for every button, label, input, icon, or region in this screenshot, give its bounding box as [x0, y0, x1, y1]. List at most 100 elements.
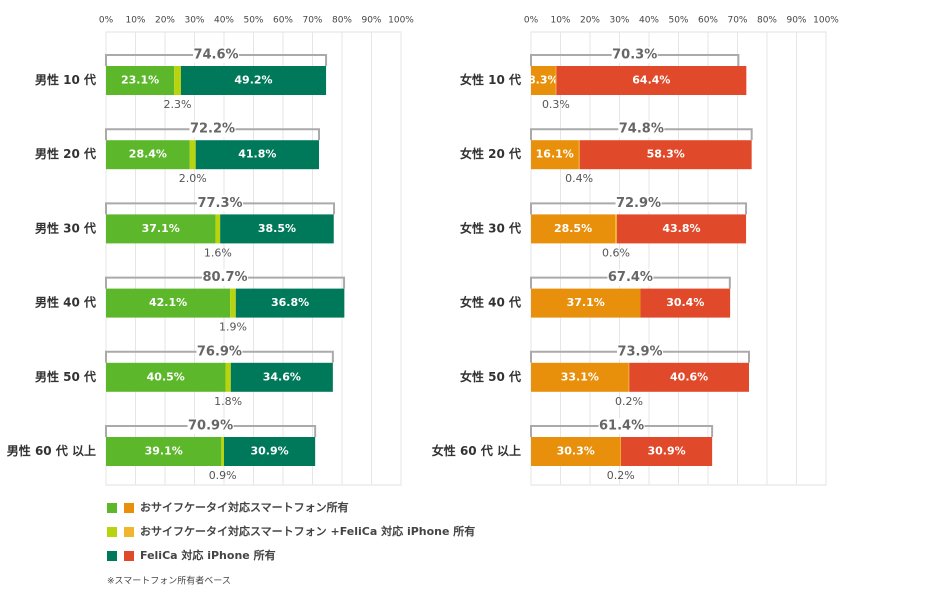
- legend-label: おサイフケータイ対応スマートフォン所有: [140, 500, 349, 514]
- x-tick-label: 100%: [813, 16, 839, 26]
- segment-label: 23.1%: [121, 74, 159, 87]
- category-label: 男性 40 代: [35, 295, 96, 310]
- total-label-bg: [617, 343, 664, 360]
- segment-label: 16.1%: [536, 148, 574, 161]
- x-tick-label: 90%: [361, 16, 381, 26]
- legend-swatch: [107, 527, 117, 537]
- category-label: 女性 60 代 以上: [432, 443, 521, 458]
- segment-label: 0.3%: [542, 98, 570, 111]
- bar-segment: [106, 214, 216, 244]
- segment-label: 33.1%: [561, 370, 599, 383]
- bar-segment: [220, 214, 334, 244]
- bar-segment: [106, 288, 231, 318]
- legend-swatch: [107, 551, 117, 561]
- segment-label: 1.9%: [219, 321, 247, 334]
- bar-segment: [106, 140, 190, 170]
- bar-segment: [629, 362, 750, 392]
- segment-label: 40.6%: [670, 370, 708, 383]
- bar-segment: [615, 214, 617, 244]
- segment-label: 37.1%: [142, 222, 180, 235]
- x-tick-label: 50%: [668, 16, 688, 26]
- segment-label: 39.1%: [145, 445, 183, 458]
- x-tick-label: 30%: [609, 16, 629, 26]
- bar-segment: [180, 66, 327, 95]
- segment-label: 40.5%: [147, 370, 185, 383]
- segment-label: 1.6%: [204, 246, 232, 259]
- x-tick-label: 20%: [580, 16, 600, 26]
- segment-label: 8.3%: [528, 74, 559, 87]
- segment-label: 30.4%: [666, 296, 704, 309]
- bar-segment: [174, 66, 181, 95]
- x-tick-label: 70%: [727, 16, 747, 26]
- segment-label: 36.8%: [271, 296, 309, 309]
- bar-segment: [531, 437, 621, 466]
- bar-segment: [230, 362, 333, 392]
- total-label: 72.2%: [190, 122, 235, 137]
- total-label-bg: [193, 47, 240, 63]
- category-label: 女性 10 代: [460, 72, 521, 87]
- bar-segment: [106, 437, 222, 466]
- x-tick-label: 100%: [388, 16, 414, 26]
- segment-label: 34.6%: [263, 370, 301, 383]
- segment-label: 0.9%: [209, 469, 237, 482]
- segment-label: 64.4%: [632, 74, 670, 87]
- bar-segment: [578, 140, 580, 170]
- x-tick-label: 40%: [214, 16, 234, 26]
- total-label: 80.7%: [202, 270, 247, 285]
- bar-segment: [215, 214, 221, 244]
- total-label: 77.3%: [197, 196, 242, 211]
- segment-label: 43.8%: [662, 222, 700, 235]
- bar-segment: [531, 214, 616, 244]
- total-label-bg: [197, 195, 244, 212]
- total-label: 72.9%: [616, 196, 661, 211]
- segment-label: 58.3%: [647, 148, 685, 161]
- bar-segment: [640, 288, 731, 318]
- total-label-bg: [189, 121, 236, 138]
- x-tick-label: 60%: [698, 16, 718, 26]
- total-label-bg: [618, 121, 665, 138]
- category-label: 男性 10 代: [35, 72, 96, 87]
- bar-segment: [579, 140, 752, 170]
- total-label-bg: [611, 47, 658, 63]
- segment-label: 28.4%: [129, 148, 167, 161]
- bar-segment: [620, 437, 621, 466]
- bar-segment: [620, 437, 713, 466]
- x-tick-label: 20%: [155, 16, 175, 26]
- bar-segment: [531, 66, 556, 95]
- segment-label: 28.5%: [554, 222, 592, 235]
- total-label: 70.3%: [612, 48, 657, 63]
- bar-segment: [230, 288, 236, 318]
- segment-label: 38.5%: [258, 222, 296, 235]
- x-tick-label: 0%: [99, 16, 114, 26]
- x-tick-label: 80%: [757, 16, 777, 26]
- legend-label: おサイフケータイ対応スマートフォン +FeliCa 対応 iPhone 所有: [140, 524, 475, 538]
- category-label: 女性 40 代: [460, 295, 521, 310]
- legend-label: FeliCa 対応 iPhone 所有: [140, 548, 276, 562]
- total-label: 70.9%: [188, 419, 233, 434]
- bar-segment: [628, 362, 630, 392]
- x-tick-label: 10%: [125, 16, 145, 26]
- segment-label: 30.3%: [557, 445, 595, 458]
- bar-segment: [221, 437, 224, 466]
- segment-label: 37.1%: [567, 296, 605, 309]
- total-label: 67.4%: [608, 270, 653, 285]
- footnote: ※スマートフォン所有者ベース: [107, 575, 231, 587]
- category-label: 男性 50 代: [35, 369, 96, 384]
- category-label: 男性 60 代 以上: [7, 443, 96, 458]
- segment-label: 2.3%: [164, 98, 192, 111]
- bar-segment: [235, 288, 345, 318]
- total-label-bg: [615, 195, 662, 212]
- total-label-bg: [202, 269, 249, 286]
- bar-segment: [106, 362, 226, 392]
- segment-label: 0.2%: [615, 395, 643, 408]
- bar-segment: [556, 66, 747, 95]
- total-label-bg: [196, 343, 243, 360]
- bar-segment: [106, 66, 175, 95]
- total-label-bg: [607, 269, 654, 286]
- segment-label: 2.0%: [179, 172, 207, 185]
- bar-segment: [224, 437, 316, 466]
- category-label: 男性 20 代: [35, 146, 96, 161]
- total-label: 76.9%: [197, 344, 242, 359]
- segment-label: 0.2%: [607, 469, 635, 482]
- x-tick-label: 40%: [639, 16, 659, 26]
